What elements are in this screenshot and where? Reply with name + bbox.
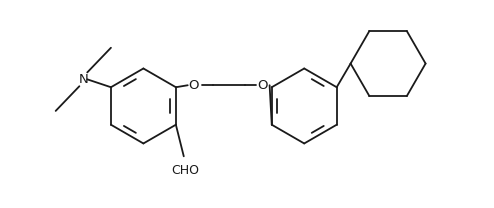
Text: O: O [188, 79, 199, 92]
Text: O: O [257, 79, 268, 92]
Text: N: N [79, 73, 88, 86]
Text: CHO: CHO [172, 164, 200, 177]
